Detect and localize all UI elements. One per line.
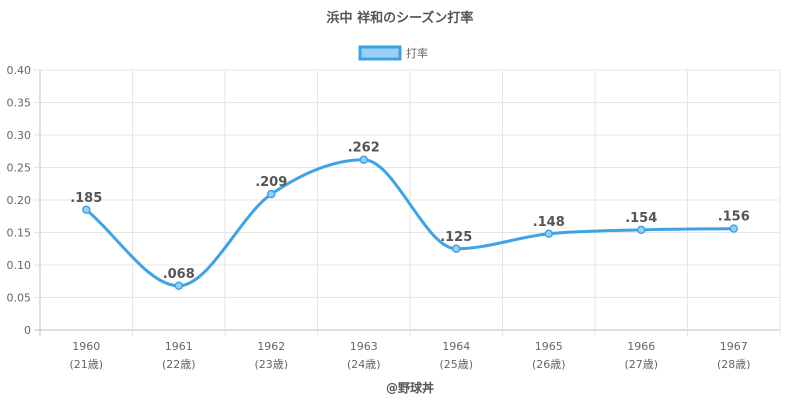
data-label: .154 (625, 211, 657, 226)
x-tick-label: 1965 (535, 340, 563, 353)
y-tick-label: 0.35 (7, 97, 32, 110)
y-tick-label: 0 (24, 324, 31, 337)
x-tick-label: 1960 (72, 340, 100, 353)
axes: 0 0.05 0.10 0.15 0.20 0.25 0.30 0.35 0.40 1960 (21… (7, 64, 751, 371)
data-label: .156 (718, 210, 750, 225)
credit-label: @野球丼 (386, 380, 434, 395)
x-tick-sublabel: (27歳) (624, 358, 658, 371)
legend[interactable]: 打率 (358, 45, 428, 61)
data-point[interactable] (452, 244, 461, 253)
chart-title: 浜中 祥和のシーズン打率 (327, 10, 474, 26)
data-point[interactable] (359, 155, 368, 164)
y-tick-label: 0.15 (7, 227, 32, 240)
series-batting-average (82, 155, 738, 291)
data-point[interactable] (82, 205, 91, 214)
y-tick-label: 0.25 (7, 162, 32, 175)
data-point[interactable] (267, 189, 276, 199)
x-tick-label: 1966 (627, 340, 655, 353)
data-label: .262 (348, 141, 380, 156)
x-tick-label: 1961 (165, 340, 193, 353)
data-point[interactable] (544, 229, 553, 239)
data-label: .068 (163, 267, 195, 282)
x-tick-sublabel: (22歳) (162, 358, 196, 371)
data-point[interactable] (174, 281, 183, 291)
x-tick-label: 1962 (257, 340, 285, 353)
x-tick-label: 1963 (350, 340, 378, 353)
y-tick-label: 0.20 (7, 194, 32, 207)
data-labels: .185 .068 .209 .262 .125 .148 .154 .156 (70, 141, 750, 282)
x-tick-sublabel: (28歳) (717, 358, 751, 371)
data-label: .209 (255, 175, 287, 190)
x-tick-label: 1967 (720, 340, 748, 353)
data-point[interactable] (637, 225, 646, 235)
legend-label: 打率 (406, 46, 428, 60)
x-tick-sublabel: (21歳) (69, 358, 103, 371)
y-tick-label: 0.30 (7, 129, 32, 142)
y-tick-label: 0.10 (7, 259, 32, 272)
x-tick-sublabel: (23歳) (254, 358, 288, 371)
x-tick-label: 1964 (442, 340, 470, 353)
x-tick-sublabel: (25歳) (439, 358, 473, 371)
legend-swatch (358, 45, 402, 61)
x-tick-sublabel: (24歳) (347, 358, 381, 371)
data-point[interactable] (729, 224, 738, 233)
data-label: .185 (70, 191, 102, 206)
data-label: .125 (440, 230, 472, 245)
grid (34, 69, 781, 336)
data-label: .148 (533, 215, 565, 230)
y-tick-label: 0.05 (7, 292, 32, 305)
x-tick-sublabel: (26歳) (532, 358, 566, 371)
y-tick-label: 0.40 (7, 64, 32, 77)
